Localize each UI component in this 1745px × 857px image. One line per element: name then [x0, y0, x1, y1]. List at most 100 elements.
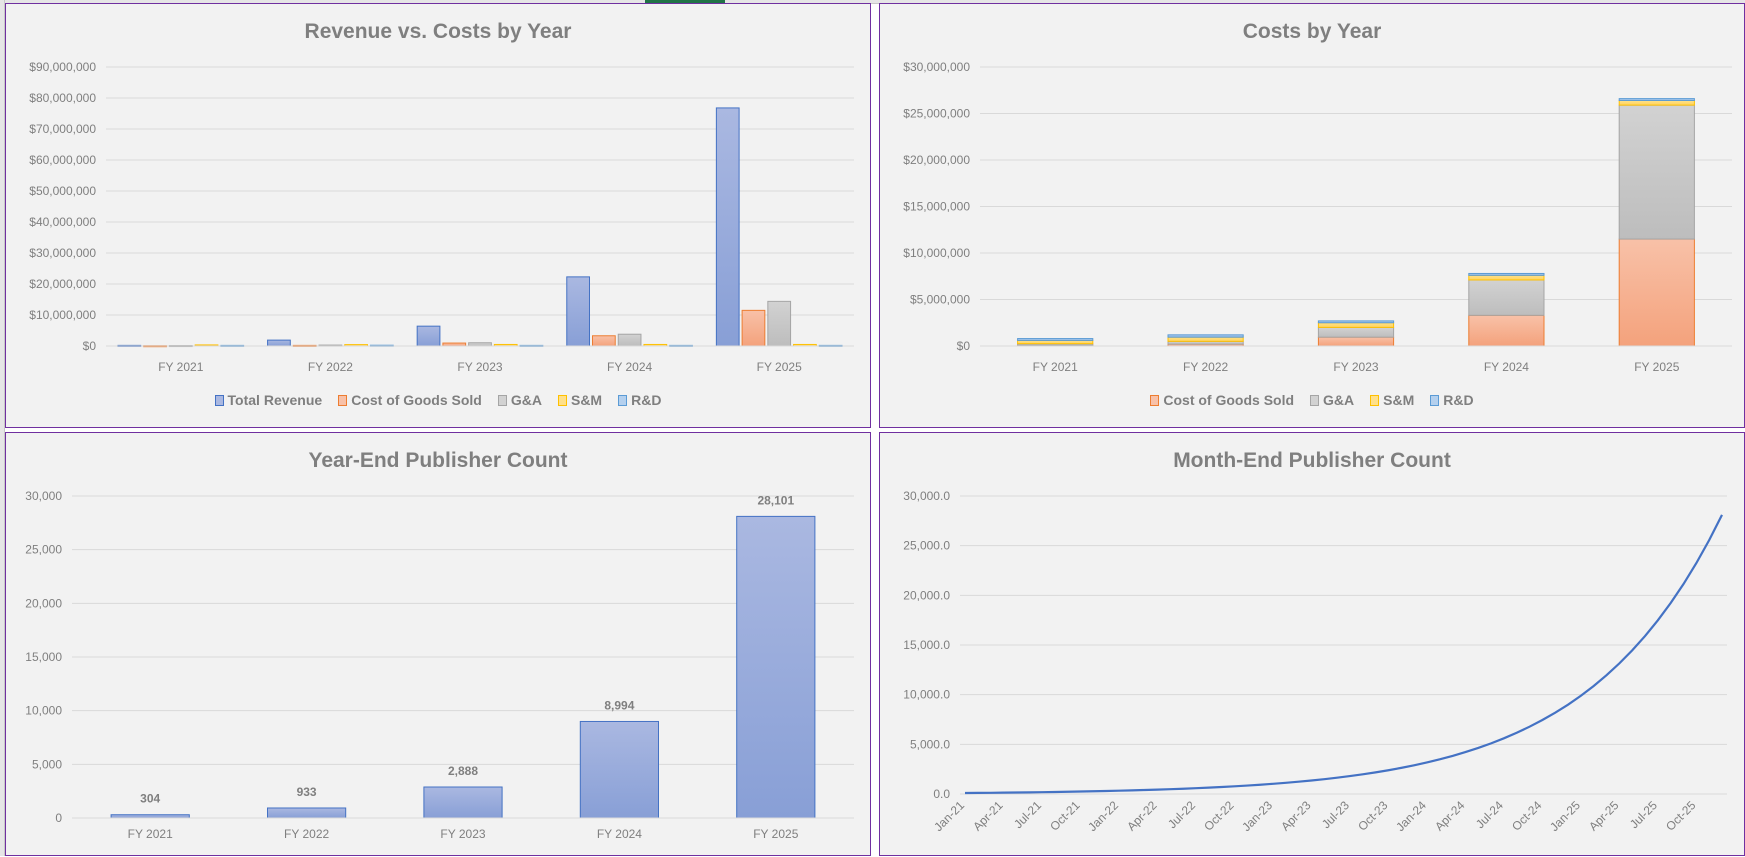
bar-segment[interactable]	[1468, 314, 1545, 347]
bar-segment[interactable]	[1317, 320, 1395, 324]
y-tick-label: 25,000.0	[903, 539, 950, 553]
chart-title: Month-End Publisher Count	[1173, 449, 1451, 472]
legend-item[interactable]: G&A	[497, 392, 542, 409]
bar-segment[interactable]	[1017, 338, 1094, 341]
legend-swatch	[618, 395, 628, 406]
y-tick-label: 30,000.0	[903, 489, 950, 503]
y-tick-label: $30,000,000	[903, 60, 970, 74]
legend-label: G&A	[1323, 392, 1355, 408]
bar-segment[interactable]	[1618, 104, 1695, 240]
chart-plot: 0.0 5,000.0 10,000.0 15,000.0 20,000.0 25,000…	[903, 489, 1727, 834]
year-end-publisher-count-chart[interactable]: Year-End Publisher Count 0 5,000 10,000 15,…	[5, 432, 871, 856]
legend-label: R&D	[1443, 392, 1474, 408]
legend-label: S&M	[1383, 392, 1415, 408]
legend-swatch	[497, 395, 507, 406]
x-tick-label: FY 2024	[1484, 360, 1529, 374]
legend-item[interactable]: R&D	[618, 392, 661, 409]
month-end-publisher-count-chart[interactable]: Month-End Publisher Count 0.0 5,000.0 10,0…	[879, 432, 1745, 856]
x-tick-label: FY 2025	[757, 360, 802, 374]
data-label: 8,994	[604, 698, 634, 712]
x-tick-label: Jan-24	[1393, 798, 1429, 834]
y-tick-label: 0.0	[933, 787, 950, 801]
legend-item[interactable]: S&M	[557, 392, 602, 409]
selected-column-indicator	[645, 0, 725, 3]
y-tick-label: 30,000	[25, 489, 62, 503]
bar-segment[interactable]	[1167, 336, 1244, 342]
y-tick-label: $10,000,000	[903, 246, 970, 260]
chart-plot: $0 $10,000,000 $20,000,000 $30,000,000 $40,0…	[29, 60, 854, 374]
bar[interactable]	[416, 325, 441, 347]
y-tick-label: $30,000,000	[29, 246, 96, 260]
y-tick-label: 5,000.0	[910, 737, 950, 751]
y-tick-label: 20,000.0	[903, 588, 950, 602]
x-tick-label: FY 2022	[284, 827, 329, 841]
legend-item[interactable]: Total Revenue	[214, 392, 323, 409]
y-tick-label: $20,000,000	[29, 277, 96, 291]
y-tick-label: $0	[957, 339, 971, 353]
bar-segment[interactable]	[1468, 274, 1545, 281]
chart-legend: Cost of Goods Sold G&A S&M R&D	[880, 392, 1744, 409]
legend-item[interactable]: Cost of Goods Sold	[338, 392, 482, 409]
y-tick-label: 5,000	[32, 757, 62, 771]
legend-swatch	[1310, 395, 1320, 406]
x-tick-label: FY 2023	[1333, 360, 1378, 374]
y-tick-label: 25,000	[25, 543, 62, 557]
bar[interactable]	[741, 309, 766, 347]
legend-swatch	[338, 395, 348, 406]
legend-label: Total Revenue	[227, 392, 323, 408]
x-tick-label: FY 2024	[597, 827, 642, 841]
x-tick-label: FY 2021	[158, 360, 203, 374]
bar[interactable]	[267, 807, 347, 819]
costs-by-year-chart[interactable]: Costs by Year $0 $5,000,000 $10,000,000 $15…	[879, 3, 1745, 428]
legend-item[interactable]: R&D	[1430, 392, 1474, 409]
bar-segment[interactable]	[1317, 336, 1395, 347]
bar[interactable]	[617, 333, 642, 347]
bar[interactable]	[267, 339, 291, 347]
legend-item[interactable]: G&A	[1310, 392, 1354, 409]
legend-item[interactable]: Cost of Goods Sold	[1150, 392, 1294, 409]
x-tick-label: Oct-22	[1201, 798, 1237, 834]
y-tick-label: $20,000,000	[903, 153, 970, 167]
bar[interactable]	[423, 786, 503, 819]
row-header-strip	[0, 0, 5, 856]
x-tick-label: FY 2023	[457, 360, 502, 374]
data-label: 28,101	[757, 493, 794, 507]
bar-segment[interactable]	[1167, 334, 1244, 338]
x-tick-label: Apr-23	[1278, 798, 1314, 834]
legend-swatch	[1430, 395, 1440, 406]
legend-swatch	[214, 395, 224, 406]
x-tick-label: Oct-21	[1047, 798, 1083, 834]
x-tick-label: Jul-22	[1165, 798, 1198, 831]
x-tick-label: Apr-25	[1586, 798, 1622, 834]
series-line[interactable]	[964, 514, 1723, 795]
y-tick-label: $25,000,000	[903, 107, 970, 121]
x-tick-label: Jul-24	[1473, 798, 1506, 831]
x-tick-label: FY 2025	[753, 827, 798, 841]
revenue-vs-costs-chart[interactable]: Revenue vs. Costs by Year $0 $10,000,000 $…	[5, 3, 871, 428]
bar-segment[interactable]	[1317, 322, 1395, 328]
data-label: 2,888	[448, 764, 478, 778]
chart-plot: 0 5,000 10,000 15,000 20,000 25,000 30,000 FY 2…	[25, 489, 854, 841]
bar[interactable]	[767, 300, 792, 347]
legend-swatch	[1370, 395, 1380, 406]
x-tick-label: FY 2025	[1634, 360, 1679, 374]
bar[interactable]	[592, 335, 616, 347]
legend-label: R&D	[631, 392, 662, 408]
bar[interactable]	[736, 515, 816, 819]
y-tick-label: $15,000,000	[903, 200, 970, 214]
legend-item[interactable]: S&M	[1370, 392, 1414, 409]
bar-segment[interactable]	[1618, 238, 1695, 347]
bar-segment[interactable]	[1317, 326, 1395, 338]
bar[interactable]	[566, 276, 591, 347]
bar-segment[interactable]	[1468, 279, 1545, 316]
bar-segment[interactable]	[1618, 99, 1695, 106]
chart-title: Revenue vs. Costs by Year	[304, 20, 572, 43]
x-tick-label: Jan-22	[1085, 798, 1121, 834]
bar-segment[interactable]	[1468, 272, 1545, 276]
legend-swatch	[557, 395, 567, 406]
bar[interactable]	[579, 720, 659, 819]
x-tick-label: Apr-21	[970, 798, 1006, 834]
bar[interactable]	[715, 107, 740, 347]
bar-segment[interactable]	[1618, 98, 1695, 101]
y-tick-label: 10,000.0	[903, 688, 950, 702]
